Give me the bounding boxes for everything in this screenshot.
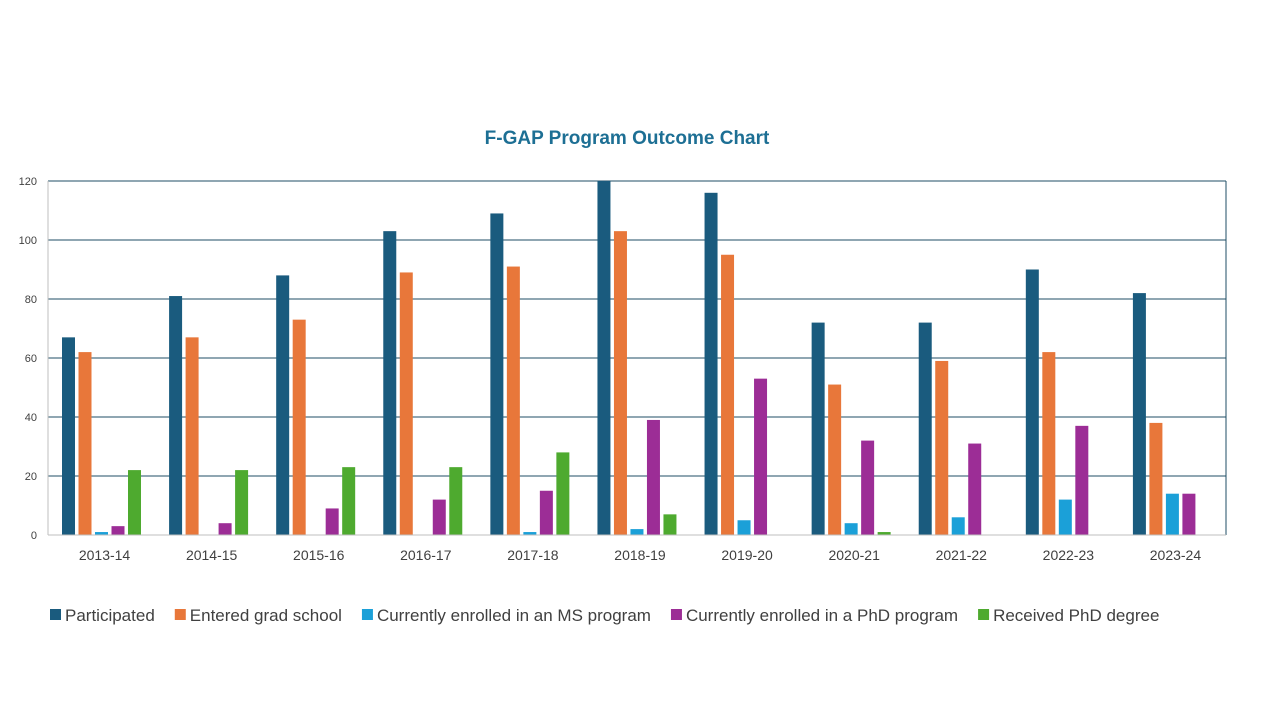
bar-group: [918, 322, 982, 535]
bar: [128, 470, 141, 535]
legend-item: Entered grad school: [174, 606, 342, 625]
x-tick-label: 2013-14: [79, 547, 131, 563]
legend-item: Currently enrolled in an MS program: [361, 606, 651, 625]
bar: [325, 508, 339, 535]
x-tick-label: 2023-24: [1150, 547, 1202, 563]
x-tick-label: 2018-19: [614, 547, 666, 563]
legend-item: Currently enrolled in a PhD program: [670, 606, 958, 625]
legend-swatch: [670, 609, 682, 620]
bar-group: [811, 322, 891, 535]
bar: [78, 352, 92, 535]
bar: [556, 452, 570, 535]
bar-group: [62, 337, 141, 535]
x-tick-label: 2015-16: [293, 547, 345, 563]
bar: [62, 337, 75, 535]
bar: [95, 532, 108, 535]
y-tick-label: 40: [25, 412, 37, 424]
bar-group: [597, 181, 677, 535]
bar: [449, 467, 463, 535]
bar: [1149, 422, 1163, 535]
bar-group: [490, 213, 570, 535]
bar: [877, 532, 891, 535]
bar: [646, 419, 660, 535]
bar: [918, 322, 932, 535]
bar: [1025, 269, 1039, 535]
bar: [613, 231, 627, 535]
bar: [861, 440, 875, 535]
bar: [704, 192, 718, 536]
bar: [342, 467, 356, 535]
bar: [1182, 493, 1196, 535]
x-tick-label: 2016-17: [400, 547, 452, 563]
bar: [523, 532, 537, 535]
bar: [663, 514, 677, 535]
bar: [630, 529, 644, 535]
legend-swatch: [361, 609, 373, 620]
bar: [1042, 352, 1056, 535]
bar-group: [704, 192, 768, 536]
legend-swatch: [174, 609, 186, 620]
bar-group: [1025, 269, 1089, 535]
bar: [935, 360, 949, 535]
bar: [1075, 425, 1089, 535]
axes: 0 20 40 60 80 100 120 2013-14 2014-15 2015-16 2016…: [19, 176, 1227, 563]
y-tick-label: 60: [25, 353, 37, 365]
chart-title: F-GAP Program Outcome Chart: [485, 128, 770, 149]
legend-label: Currently enrolled in a PhD program: [686, 606, 958, 625]
x-tick-label: 2020-21: [828, 547, 880, 563]
bar: [754, 378, 768, 535]
bar: [968, 443, 982, 535]
y-tick-label: 80: [25, 294, 37, 306]
bar: [597, 181, 611, 535]
bar-group: [383, 231, 463, 535]
legend-swatch: [50, 609, 61, 620]
bar: [111, 526, 125, 535]
x-tick-label: 2017-18: [507, 547, 559, 563]
bar: [951, 517, 965, 535]
bar: [506, 266, 520, 535]
bar: [292, 319, 306, 535]
legend-label: Entered grad school: [190, 606, 342, 625]
bar: [185, 337, 199, 535]
legend-item: Participated: [50, 606, 155, 625]
bar: [844, 523, 858, 535]
legend-item: Received PhD degree: [978, 606, 1159, 625]
legend-label: Participated: [65, 606, 155, 625]
bar-group: [169, 296, 249, 535]
y-tick-label: 120: [19, 176, 37, 188]
bar-group: [1132, 293, 1196, 535]
x-tick-label: 2022-23: [1043, 547, 1095, 563]
x-tick-label: 2014-15: [186, 547, 238, 563]
y-tick-label: 0: [31, 530, 37, 542]
legend-label: Currently enrolled in an MS program: [377, 606, 651, 625]
bar: [490, 213, 504, 535]
bar: [169, 296, 183, 535]
bar: [721, 254, 735, 535]
bar: [383, 231, 397, 535]
bar: [218, 523, 232, 535]
bar: [276, 275, 290, 535]
bar: [432, 499, 446, 535]
bar: [1165, 493, 1179, 535]
bar-groups: [62, 181, 1196, 536]
bar: [811, 322, 825, 535]
bar: [1132, 293, 1146, 535]
bar: [399, 272, 413, 535]
legend: Participated Entered grad school Currently…: [50, 606, 1159, 625]
y-tick-label: 20: [25, 471, 37, 483]
bar: [539, 490, 553, 535]
legend-swatch: [978, 609, 990, 620]
bar: [737, 520, 751, 535]
x-tick-label: 2021-22: [936, 547, 988, 563]
bar-group: [276, 275, 356, 535]
x-tick-label: 2019-20: [721, 547, 773, 563]
legend-label: Received PhD degree: [993, 606, 1159, 625]
bar: [1058, 499, 1072, 535]
bar: [235, 470, 249, 535]
bar: [828, 384, 842, 535]
y-tick-label: 100: [19, 235, 37, 247]
